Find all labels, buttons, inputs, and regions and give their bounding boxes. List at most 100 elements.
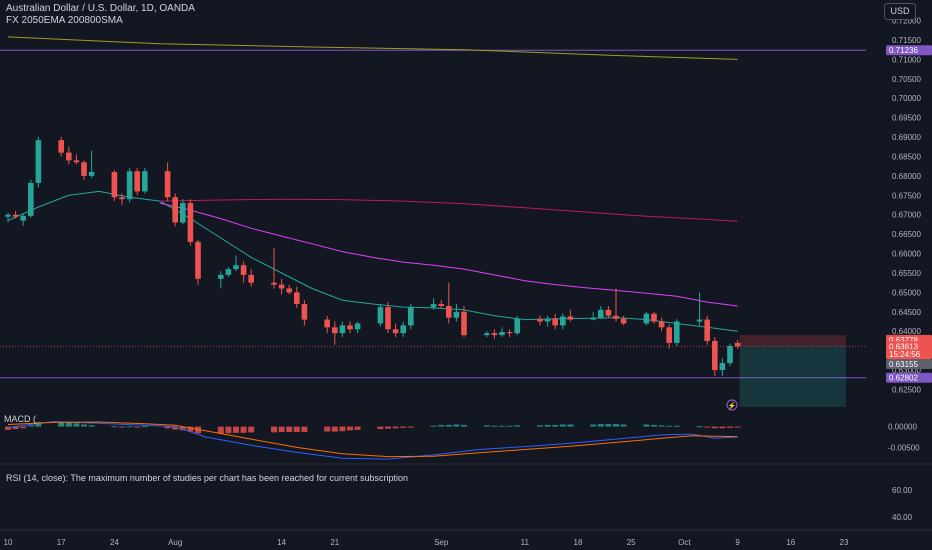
- candle: [392, 323, 399, 338]
- candle: [134, 168, 140, 196]
- candle: [567, 309, 574, 322]
- candle: [88, 150, 95, 178]
- macd-histogram-bar: [704, 426, 711, 428]
- macd-histogram-bar: [88, 425, 95, 427]
- macd-histogram-bar: [58, 421, 65, 427]
- candle-body: [142, 171, 148, 192]
- moving-average-line: [159, 202, 738, 307]
- candle: [248, 269, 254, 287]
- price-axis-tick: 0.69500: [892, 114, 921, 123]
- candle: [491, 329, 498, 339]
- candle-body: [712, 340, 718, 371]
- time-axis-label: 10: [4, 538, 13, 547]
- candle: [35, 137, 42, 188]
- candle: [438, 300, 444, 308]
- price-badge-text: 0.63778: [889, 336, 918, 345]
- candle-body: [734, 342, 741, 347]
- candle-body: [58, 140, 64, 153]
- macd-histogram-bar: [438, 424, 445, 427]
- candle: [400, 321, 406, 338]
- price-badge-text: 0.63155: [889, 360, 918, 369]
- macd-histogram-bar: [407, 426, 414, 428]
- candle-body: [248, 274, 254, 283]
- candle: [620, 315, 627, 326]
- macd-histogram-bar: [453, 424, 460, 427]
- macd-histogram-bar: [483, 425, 490, 427]
- candle-body: [658, 321, 665, 328]
- candle-body: [286, 288, 292, 293]
- currency-button[interactable]: USD: [884, 3, 916, 20]
- price-axis-tick: 0.68000: [892, 172, 921, 181]
- macd-histogram-bar: [385, 426, 391, 429]
- candle-body: [484, 333, 490, 336]
- macd-histogram-bar: [613, 424, 619, 427]
- candle: [613, 288, 619, 322]
- macd-histogram-bar: [324, 426, 331, 432]
- candle-body: [126, 171, 133, 200]
- candle: [727, 343, 733, 367]
- candle: [484, 331, 490, 338]
- indicator-legend: FX 2050EMA 200800SMA: [6, 15, 123, 26]
- price-badge-text: 0.62802: [889, 374, 918, 383]
- price-axis-tick: 0.70500: [892, 75, 921, 84]
- candle-body: [225, 269, 232, 275]
- candle-body: [719, 363, 726, 371]
- candle-body: [567, 316, 574, 320]
- moving-average-line: [7, 190, 738, 332]
- macd-histogram-bar: [719, 426, 726, 429]
- macd-histogram-bar: [696, 426, 703, 428]
- candle-body: [332, 327, 338, 334]
- candle-body: [339, 325, 346, 334]
- macd-histogram-bar: [666, 425, 673, 427]
- candle: [734, 339, 741, 349]
- macd-histogram-bar: [347, 426, 353, 431]
- candle-body: [195, 241, 201, 279]
- candle-body: [704, 319, 710, 341]
- macd-histogram-bar: [537, 425, 543, 427]
- candle: [354, 321, 361, 334]
- candle-body: [620, 318, 627, 324]
- price-axis-tick: 0.63000: [892, 366, 921, 375]
- time-axis-label: 21: [330, 538, 339, 547]
- candle: [119, 193, 125, 206]
- time-axis-label: Oct: [678, 538, 691, 547]
- candle: [240, 261, 247, 283]
- time-axis-label: 23: [840, 538, 849, 547]
- time-axis-label: 24: [110, 538, 119, 547]
- macd-histogram-bar: [651, 424, 657, 427]
- candle: [643, 311, 650, 326]
- price-axis-tick: 0.72000: [892, 17, 921, 26]
- macd-histogram-bar: [552, 424, 559, 427]
- price-axis-tick: 0.70000: [892, 94, 921, 103]
- macd-histogram-bar: [400, 426, 407, 428]
- macd-histogram-bar: [605, 424, 612, 427]
- candle-body: [301, 304, 308, 320]
- candle-body: [164, 171, 171, 198]
- macd-axis-tick: -0.00500: [888, 443, 920, 452]
- macd-histogram-bar: [559, 424, 566, 427]
- candle-body: [35, 140, 42, 183]
- candle: [28, 179, 34, 218]
- candle-body: [377, 307, 384, 324]
- macd-histogram-bar: [271, 426, 277, 433]
- position-target-zone: [739, 346, 846, 407]
- macd-histogram-bar: [217, 426, 224, 434]
- macd-histogram-bar: [172, 426, 179, 430]
- candle: [560, 313, 566, 330]
- price-axis-tick: 0.69000: [892, 133, 921, 142]
- macd-histogram-bar: [111, 426, 118, 428]
- candle-body: [5, 214, 11, 217]
- candle: [142, 168, 148, 194]
- macd-histogram-bar: [620, 424, 627, 427]
- macd-histogram-bar: [233, 426, 239, 433]
- price-axis-tick: 0.66000: [892, 250, 921, 259]
- time-axis-label: 17: [57, 538, 66, 547]
- macd-histogram-bar: [590, 424, 597, 427]
- candle: [666, 324, 672, 349]
- price-axis-tick: 0.64500: [892, 308, 921, 317]
- macd-histogram-bar: [65, 422, 72, 427]
- macd-histogram-bar: [491, 425, 498, 427]
- macd-histogram-bar: [354, 426, 361, 430]
- time-axis-label: 11: [521, 538, 530, 547]
